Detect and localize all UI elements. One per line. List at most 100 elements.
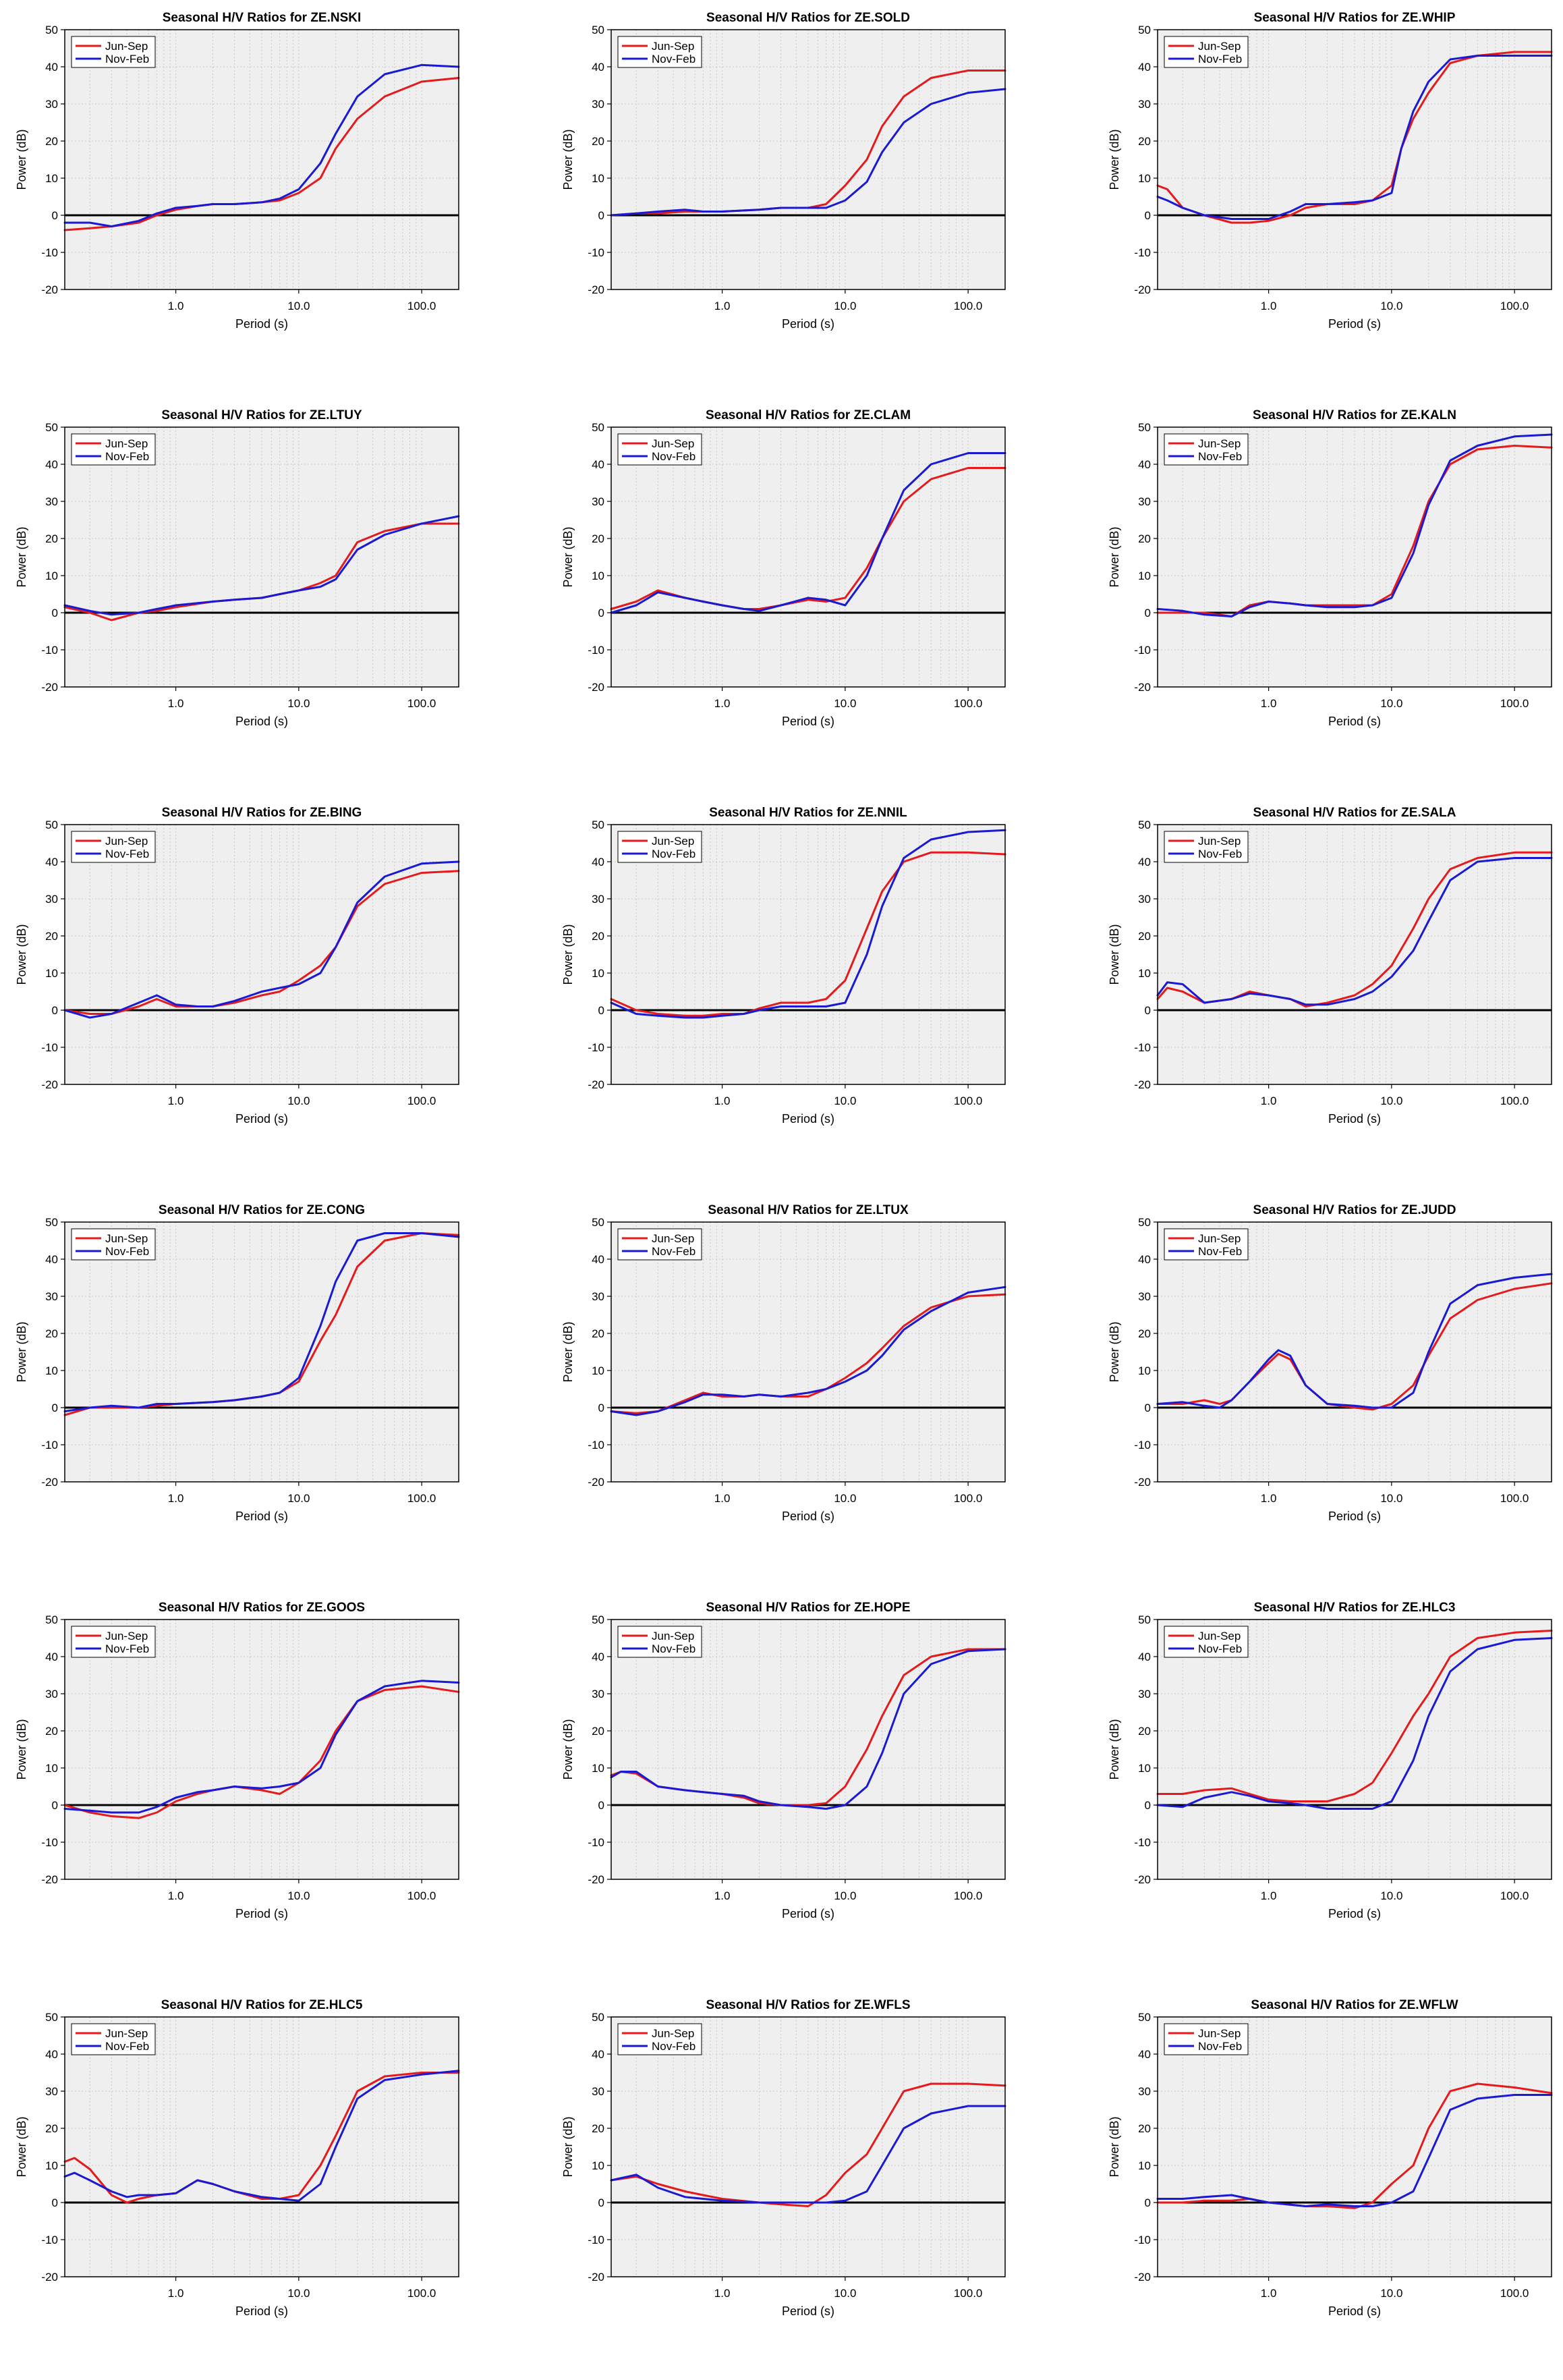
series-line-nov-feb <box>63 1680 460 1814</box>
legend-label: Jun-Sep <box>105 835 148 848</box>
axes-frame <box>1157 426 1552 688</box>
chart-title: Seasonal H/V Ratios for ZE.JUDD <box>1253 1203 1456 1217</box>
y-tick-label: 30 <box>1138 98 1151 111</box>
legend-box <box>71 433 156 466</box>
y-tick-label: 30 <box>592 98 604 111</box>
legend-box <box>617 831 702 863</box>
y-tick-label: -20 <box>1134 1476 1151 1489</box>
y-tick-label: -20 <box>1134 1078 1151 1091</box>
x-tick-label: 100.0 <box>1500 697 1529 710</box>
y-tick-label: -20 <box>588 283 604 296</box>
axes-frame <box>64 1221 459 1483</box>
y-tick-label: -10 <box>588 1836 604 1849</box>
y-tick-label: -10 <box>588 1041 604 1054</box>
chart-panel: -20 -10 0 10 20 30 40 50 1.0 10.0 100.0 Seasonal H/… <box>561 1998 1006 2318</box>
y-axis-label: Power (dB) <box>15 924 28 985</box>
series-line-nov-feb <box>1156 857 1553 1006</box>
legend-label: Jun-Sep <box>652 2027 694 2040</box>
legend-label: Jun-Sep <box>105 1630 148 1642</box>
x-axis-label: Period (s) <box>782 715 834 728</box>
grid <box>1158 1222 1552 1482</box>
chart-title: Seasonal H/V Ratios for ZE.HLC3 <box>1254 1601 1456 1615</box>
y-tick-label: 30 <box>45 1688 58 1700</box>
chart-title: Seasonal H/V Ratios for ZE.LTUY <box>161 408 362 422</box>
legend-box <box>71 831 156 863</box>
axes-frame <box>1157 824 1552 1085</box>
plot-area <box>65 30 459 289</box>
y-tick-label: -10 <box>41 1439 58 1451</box>
y-tick-label: -20 <box>1134 2271 1151 2284</box>
chart-title: Seasonal H/V Ratios for ZE.WFLW <box>1251 1998 1458 2012</box>
legend-label: Jun-Sep <box>1198 1232 1241 1245</box>
plot-area <box>1158 2017 1552 2277</box>
y-tick-label: 10 <box>45 172 58 185</box>
x-tick-label: 10.0 <box>1380 1492 1402 1505</box>
legend-label: Jun-Sep <box>1198 1630 1241 1642</box>
y-tick-label: -20 <box>588 2271 604 2284</box>
y-tick-label: 20 <box>592 1725 604 1738</box>
legend-label: Jun-Sep <box>652 835 694 848</box>
y-tick-label: 40 <box>592 2048 604 2061</box>
y-tick-label: 30 <box>1138 495 1151 508</box>
y-tick-label: -20 <box>41 283 58 296</box>
series-line-nov-feb <box>63 860 460 1019</box>
y-tick-label: -20 <box>588 1873 604 1886</box>
y-tick-label: 20 <box>1138 930 1151 943</box>
y-tick-label: -10 <box>1134 1439 1151 1451</box>
plot-area <box>65 427 459 687</box>
plot-area <box>65 825 459 1084</box>
y-tick-label: 40 <box>1138 1651 1151 1663</box>
grid <box>65 825 459 1084</box>
legend-label: Nov-Feb <box>652 53 695 65</box>
x-axis-label: Period (s) <box>1328 317 1381 331</box>
chart-title: Seasonal H/V Ratios for ZE.WHIP <box>1254 11 1456 25</box>
plot-area <box>611 30 1005 289</box>
x-tick-label: 100.0 <box>407 1492 436 1505</box>
plot-area <box>65 1620 459 1879</box>
x-axis-label: Period (s) <box>1328 2304 1381 2318</box>
y-tick-label: 40 <box>45 61 58 74</box>
legend-label: Nov-Feb <box>105 1642 149 1655</box>
series-line-nov-feb <box>610 1285 1006 1416</box>
y-axis-label: Power (dB) <box>561 1719 575 1779</box>
grid <box>1158 1620 1552 1879</box>
legend-label: Nov-Feb <box>652 2040 695 2053</box>
legend-label: Nov-Feb <box>105 2040 149 2053</box>
y-tick-label: 10 <box>592 2159 604 2172</box>
y-tick-label: 40 <box>45 1651 58 1663</box>
grid <box>1158 427 1552 687</box>
x-tick-label: 10.0 <box>287 300 310 312</box>
chart-panel: -20 -10 0 10 20 30 40 50 1.0 10.0 100.0 Seasonal H/… <box>15 408 460 728</box>
series-line-nov-feb <box>63 2070 460 2202</box>
y-tick-label: 40 <box>45 1253 58 1266</box>
chart-title: Seasonal H/V Ratios for ZE.NSKI <box>163 11 362 25</box>
y-axis-label: Power (dB) <box>1108 924 1121 985</box>
legend-box <box>1164 1626 1249 1658</box>
y-tick-label: 30 <box>592 1290 604 1303</box>
y-tick-label: 0 <box>1145 1402 1151 1414</box>
series-line-nov-feb <box>610 829 1006 1019</box>
y-tick-label: 20 <box>1138 2122 1151 2135</box>
x-axis-label: Period (s) <box>782 1907 834 1920</box>
y-tick-label: -10 <box>1134 1041 1151 1054</box>
x-tick-label: 1.0 <box>1261 1889 1277 1902</box>
chart-panel: -20 -10 0 10 20 30 40 50 1.0 10.0 100.0 Seasonal H/… <box>561 11 1006 331</box>
x-tick-label: 1.0 <box>1261 1492 1277 1505</box>
y-axis-label: Power (dB) <box>1108 1719 1121 1779</box>
axes-frame <box>610 426 1006 688</box>
y-tick-label: 10 <box>1138 1364 1151 1377</box>
y-tick-label: 50 <box>592 819 604 831</box>
y-tick-label: 30 <box>45 2085 58 2098</box>
x-axis-label: Period (s) <box>782 317 834 331</box>
x-tick-label: 10.0 <box>287 1889 310 1902</box>
series-line-nov-feb <box>1156 433 1553 617</box>
y-tick-label: 30 <box>45 1290 58 1303</box>
plot-area <box>1158 427 1552 687</box>
